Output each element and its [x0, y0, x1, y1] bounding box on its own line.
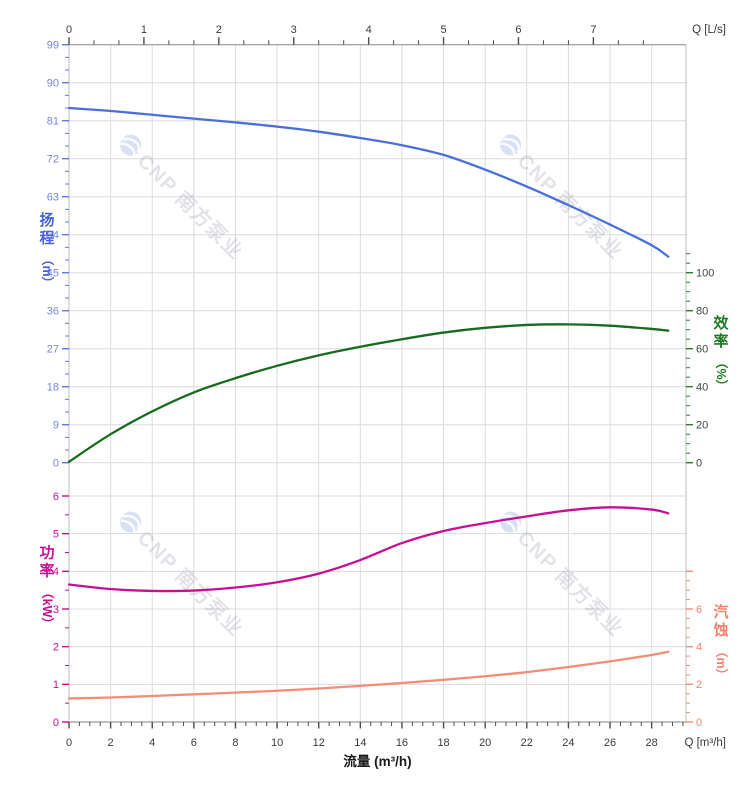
power-tick-label: 6 [53, 491, 59, 503]
x-axis-title: 流量 (m³/h) [343, 753, 411, 769]
efficiency-curve [67, 323, 670, 463]
efficiency-tick-label: 100 [696, 268, 714, 280]
cnp-logo-swirl-icon [120, 137, 141, 156]
x-bottom-tick-label: 4 [149, 737, 155, 749]
watermark-text: CNP 南方泵业 [133, 149, 249, 265]
power-tick-label: 2 [53, 641, 59, 653]
npsh-tick-label: 0 [696, 717, 702, 729]
npsh-axis-title: 汽蚀 （m） [712, 603, 729, 681]
head-title-unit: （m） [40, 253, 55, 289]
x-bottom-tick-label: 18 [437, 737, 449, 749]
head-axis-title: 扬程 （m） [39, 211, 55, 289]
head-tick-label: 27 [47, 344, 59, 356]
x-top-tick-label: 0 [66, 24, 72, 36]
npsh-title-char: 汽 [713, 603, 728, 621]
x-top-tick-label: 6 [515, 24, 521, 36]
head-tick-label: 99 [47, 40, 59, 52]
x-bottom-tick-label: 24 [562, 737, 574, 749]
x-bottom-tick-label: 28 [646, 737, 658, 749]
x-bottom-tick-label: 20 [479, 737, 491, 749]
x-top-tick-label: 7 [590, 24, 596, 36]
head-title-char: 程 [39, 230, 54, 247]
x-bottom-tick-label: 8 [232, 737, 238, 749]
x-top-tick-label: 2 [216, 24, 222, 36]
axis-labels: 0918273645546372819099012345602040608010… [39, 24, 729, 769]
x-top-tick-label: 3 [291, 24, 297, 36]
power-tick-label: 5 [53, 528, 59, 540]
x-bottom-tick-label: 26 [604, 737, 616, 749]
watermark-text: CNP 南方泵业 [133, 526, 249, 642]
efficiency-title-char: 效 [713, 314, 729, 332]
power-title-char: 功 [39, 545, 54, 562]
cnp-logo-icon [120, 134, 142, 156]
x-top-tick-label: 4 [366, 24, 372, 36]
head-tick-label: 45 [47, 268, 59, 280]
cnp-logo-icon [500, 134, 522, 156]
gridlines [69, 44, 686, 722]
watermark: CNP 南方泵业 [500, 511, 629, 642]
watermark: CNP 南方泵业 [120, 511, 249, 642]
npsh-curve [67, 650, 670, 700]
x-top-unit-label: Q [L/s] [692, 24, 726, 36]
head-tick-label: 54 [47, 230, 59, 242]
x-bottom-tick-label: 10 [271, 737, 283, 749]
efficiency-axis-title: 效率 （%） [713, 314, 729, 392]
npsh-tick-label: 2 [696, 679, 702, 691]
efficiency-tick-label: 60 [696, 344, 708, 356]
x-bottom-tick-label: 6 [191, 737, 197, 749]
npsh-title-char: 蚀 [712, 621, 728, 639]
power-curve [67, 506, 670, 593]
power-tick-label: 1 [53, 679, 59, 691]
power-axis-title: 功率 （kW） [39, 545, 55, 630]
power-tick-label: 3 [53, 604, 59, 616]
head-tick-label: 18 [47, 382, 59, 394]
x-bottom-tick-label: 2 [108, 737, 114, 749]
power-tick-label: 4 [53, 566, 59, 578]
x-bottom-tick-label: 14 [354, 737, 366, 749]
head-tick-label: 63 [47, 192, 59, 204]
efficiency-tick-label: 80 [696, 306, 708, 318]
power-tick-label: 0 [53, 717, 59, 729]
power-title-unit: （kW） [40, 586, 55, 630]
power-title-char: 率 [39, 562, 54, 580]
head-tick-label: 9 [53, 420, 59, 432]
x-bottom-tick-label: 12 [313, 737, 325, 749]
npsh-title-unit: （m） [714, 645, 729, 681]
axis-ticks [62, 37, 693, 729]
x-top-tick-label: 5 [441, 24, 447, 36]
curves [67, 106, 670, 700]
head-curve [67, 106, 670, 258]
efficiency-title-char: 率 [713, 332, 728, 350]
x-bottom-tick-label: 0 [66, 737, 72, 749]
head-tick-label: 0 [53, 458, 59, 470]
efficiency-title-unit: （%） [714, 356, 729, 392]
x-bottom-tick-label: 16 [396, 737, 408, 749]
head-title-char: 扬 [39, 211, 54, 229]
head-tick-label: 36 [47, 306, 59, 318]
x-bottom-unit-label: Q [m³/h] [684, 737, 726, 749]
cnp-logo-swirl-icon [500, 137, 521, 156]
head-tick-label: 90 [47, 78, 59, 90]
efficiency-tick-label: 20 [696, 420, 708, 432]
watermark-text: CNP 南方泵业 [513, 526, 629, 642]
cnp-logo-swirl-icon [120, 514, 141, 533]
efficiency-tick-label: 0 [696, 458, 702, 470]
cnp-logo-icon [120, 511, 142, 533]
cnp-logo-icon [500, 511, 522, 533]
x-bottom-tick-label: 22 [521, 737, 533, 749]
npsh-tick-label: 4 [696, 641, 702, 653]
x-top-tick-label: 1 [141, 24, 147, 36]
head-tick-label: 81 [47, 116, 59, 128]
head-tick-label: 72 [47, 154, 59, 166]
npsh-tick-label: 6 [696, 604, 702, 616]
efficiency-tick-label: 40 [696, 382, 708, 394]
